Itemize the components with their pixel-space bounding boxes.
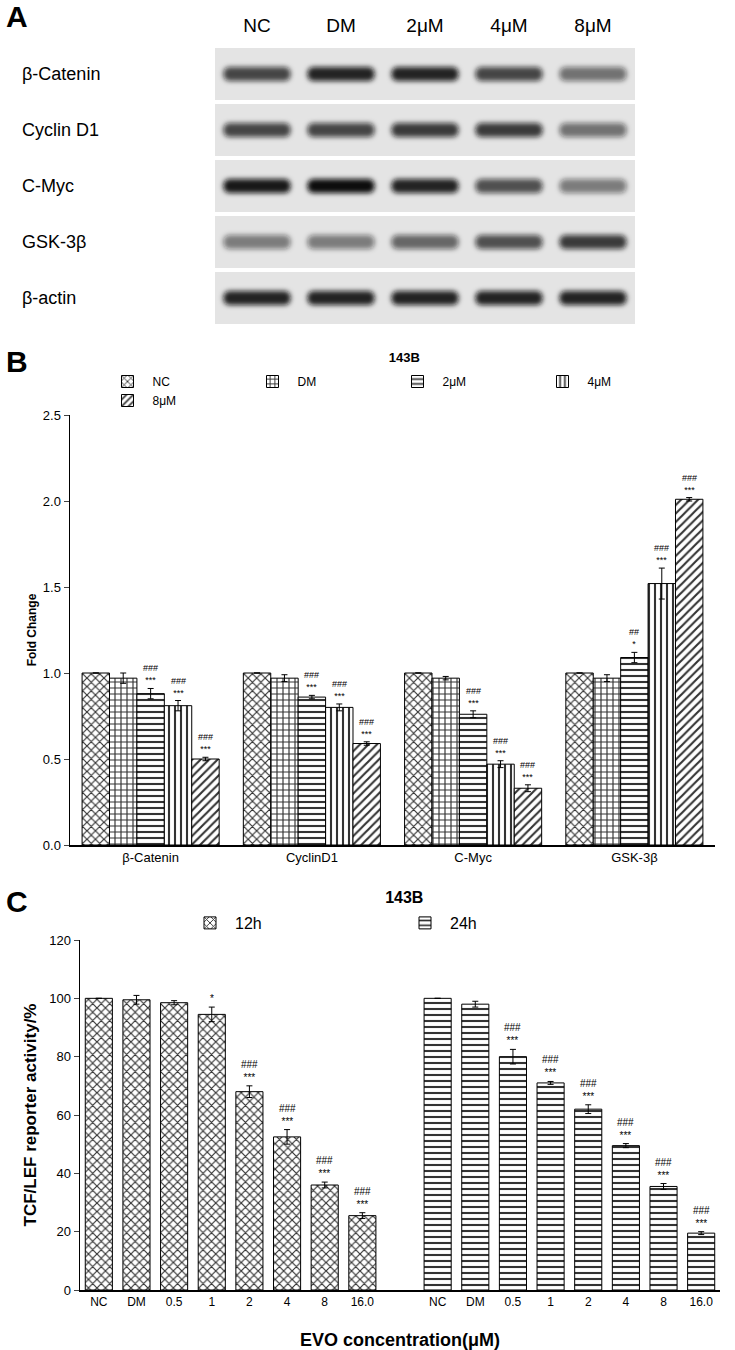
svg-text:40: 40 [56, 1166, 70, 1181]
svg-text:4μM: 4μM [490, 15, 527, 36]
svg-text:Fold Change: Fold Change [25, 593, 39, 666]
svg-text:GSK-3β: GSK-3β [611, 850, 658, 865]
html-text:C: C [6, 885, 28, 918]
svg-text:1.0: 1.0 [43, 666, 61, 681]
svg-text:C-Myc: C-Myc [22, 176, 74, 196]
svg-text:DM: DM [466, 1295, 485, 1309]
svg-text:###***: ###*** [198, 732, 213, 754]
svg-text:143B: 143B [389, 350, 420, 365]
svg-text:β-Catenin: β-Catenin [22, 64, 100, 84]
svg-text:100: 100 [49, 991, 71, 1006]
svg-text:###***: ###*** [332, 679, 347, 701]
html-text:A: A [6, 0, 28, 33]
svg-text:###***: ###*** [171, 676, 186, 698]
svg-text:###***: ###*** [654, 543, 669, 565]
svg-text:TCF/LEF reporter activity/%: TCF/LEF reporter activity/% [21, 1004, 40, 1227]
svg-text:###***: ###*** [520, 760, 535, 782]
svg-text:EVO concentration(μM): EVO concentration(μM) [300, 1330, 500, 1350]
svg-text:8: 8 [321, 1295, 328, 1309]
svg-text:12h: 12h [235, 915, 262, 932]
svg-text:NC: NC [429, 1295, 447, 1309]
svg-text:###***: ###*** [493, 736, 508, 758]
svg-text:1.5: 1.5 [43, 580, 61, 595]
svg-text:Cyclin D1: Cyclin D1 [22, 120, 99, 140]
svg-text:0.5: 0.5 [505, 1295, 522, 1309]
svg-text:CyclinD1: CyclinD1 [286, 850, 338, 865]
svg-text:###***: ###*** [682, 473, 697, 495]
svg-text:0.5: 0.5 [43, 752, 61, 767]
svg-text:4: 4 [623, 1295, 630, 1309]
svg-text:*: * [210, 993, 214, 1004]
svg-text:16.0: 16.0 [351, 1295, 375, 1309]
svg-text:NC: NC [243, 15, 270, 36]
svg-text:###***: ###*** [241, 1059, 258, 1083]
svg-text:###***: ###*** [580, 1078, 597, 1102]
svg-text:4μM: 4μM [588, 375, 612, 389]
svg-text:NC: NC [90, 1295, 108, 1309]
svg-text:20: 20 [56, 1224, 70, 1239]
svg-text:###***: ###*** [504, 1022, 521, 1046]
svg-text:GSK-3β: GSK-3β [22, 232, 86, 252]
svg-text:2μM: 2μM [406, 15, 443, 36]
svg-text:16.0: 16.0 [690, 1295, 714, 1309]
svg-text:2: 2 [246, 1295, 253, 1309]
svg-text:###***: ###*** [316, 1155, 333, 1179]
svg-text:###***: ###*** [359, 717, 374, 739]
svg-text:##*: ##* [629, 627, 639, 649]
svg-text:###***: ###*** [655, 1157, 672, 1181]
html-text:B: B [6, 345, 28, 378]
svg-text:###***: ###*** [279, 1103, 296, 1127]
svg-text:###***: ###*** [693, 1205, 710, 1229]
svg-text:β-actin: β-actin [22, 288, 76, 308]
svg-text:1: 1 [547, 1295, 554, 1309]
svg-text:143B: 143B [385, 889, 423, 906]
svg-text:2.5: 2.5 [43, 408, 61, 423]
svg-text:DM: DM [298, 375, 317, 389]
svg-text:0: 0 [64, 1283, 71, 1298]
svg-text:8μM: 8μM [574, 15, 611, 36]
svg-text:###***: ###*** [304, 670, 319, 692]
svg-text:NC: NC [153, 375, 171, 389]
svg-text:0.0: 0.0 [43, 838, 61, 853]
svg-text:###***: ###*** [143, 663, 158, 685]
svg-text:###***: ###*** [542, 1054, 559, 1078]
svg-text:1: 1 [208, 1295, 215, 1309]
svg-text:120: 120 [49, 933, 71, 948]
svg-text:###***: ###*** [354, 1186, 371, 1210]
svg-text:2μM: 2μM [443, 375, 467, 389]
svg-text:2.0: 2.0 [43, 494, 61, 509]
svg-text:DM: DM [326, 15, 356, 36]
svg-text:###***: ###*** [617, 1117, 634, 1141]
svg-text:β-Catenin: β-Catenin [122, 850, 179, 865]
svg-text:C-Myc: C-Myc [454, 850, 492, 865]
svg-text:DM: DM [127, 1295, 146, 1309]
svg-text:4: 4 [284, 1295, 291, 1309]
svg-text:2: 2 [585, 1295, 592, 1309]
svg-text:0.5: 0.5 [166, 1295, 183, 1309]
svg-text:8: 8 [660, 1295, 667, 1309]
svg-text:8μM: 8μM [153, 394, 177, 408]
svg-text:60: 60 [56, 1108, 70, 1123]
svg-text:###***: ###*** [466, 686, 481, 708]
svg-text:80: 80 [56, 1049, 70, 1064]
svg-text:24h: 24h [450, 915, 477, 932]
